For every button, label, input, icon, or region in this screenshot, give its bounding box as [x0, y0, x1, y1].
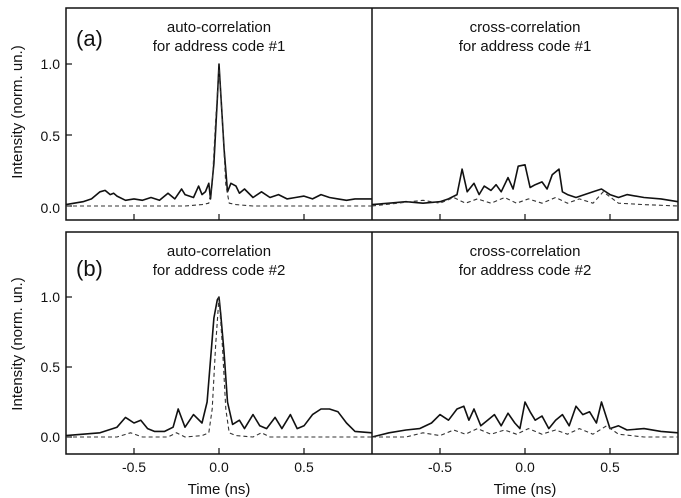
panel-title-b-right-line1: cross-correlation: [470, 243, 581, 260]
xtick-label-right-0: -0.5: [428, 459, 452, 475]
xtick-label-left-2: 0.5: [294, 459, 314, 475]
series-solid-b-right: [371, 401, 679, 438]
ytick-label-a-1: 0.5: [41, 128, 61, 144]
curves: [65, 63, 679, 438]
ytick-label-b-1: 0.5: [41, 359, 61, 375]
tick-marks: [66, 63, 611, 454]
ytick-label-a-0: 0.0: [41, 200, 61, 216]
xtick-label-left-1: 0.0: [209, 459, 229, 475]
panel-label-a: (a): [76, 26, 103, 51]
xtick-label-right-2: 0.5: [600, 459, 620, 475]
y-axis-title-b: Intensity (norm. un.): [9, 277, 26, 410]
x-axis-title-left: Time (ns): [188, 481, 251, 498]
series-dashed-a-left: [66, 67, 372, 207]
x-axis-title-right: Time (ns): [494, 481, 557, 498]
series-solid-a-right: [371, 164, 679, 206]
panel-title-b-right-line2: for address code #2: [459, 262, 592, 279]
xtick-label-right-1: 0.0: [515, 459, 535, 475]
ytick-label-b-0: 0.0: [41, 429, 61, 445]
panel-title-a-right-line1: cross-correlation: [470, 19, 581, 36]
series-dashed-b-left: [66, 296, 372, 438]
panel-label-b: (b): [76, 256, 103, 281]
series-solid-a-left: [65, 63, 372, 206]
panel-title-a-left-line2: for address code #1: [153, 38, 286, 55]
xtick-label-left-0: -0.5: [122, 459, 146, 475]
series-dashed-b-right: [372, 425, 678, 438]
y-axis-title-a: Intensity (norm. un.): [9, 45, 26, 178]
ytick-label-a-2: 1.0: [41, 56, 61, 72]
panel-title-a-left-line1: auto-correlation: [167, 19, 271, 36]
panel-title-a-right-line2: for address code #1: [459, 38, 592, 55]
panel-title-b-left-line1: auto-correlation: [167, 243, 271, 260]
series-solid-b-left: [65, 296, 373, 437]
panel-title-b-left-line2: for address code #2: [153, 262, 286, 279]
series-dashed-a-right: [371, 191, 679, 207]
ytick-label-b-2: 1.0: [41, 289, 61, 305]
